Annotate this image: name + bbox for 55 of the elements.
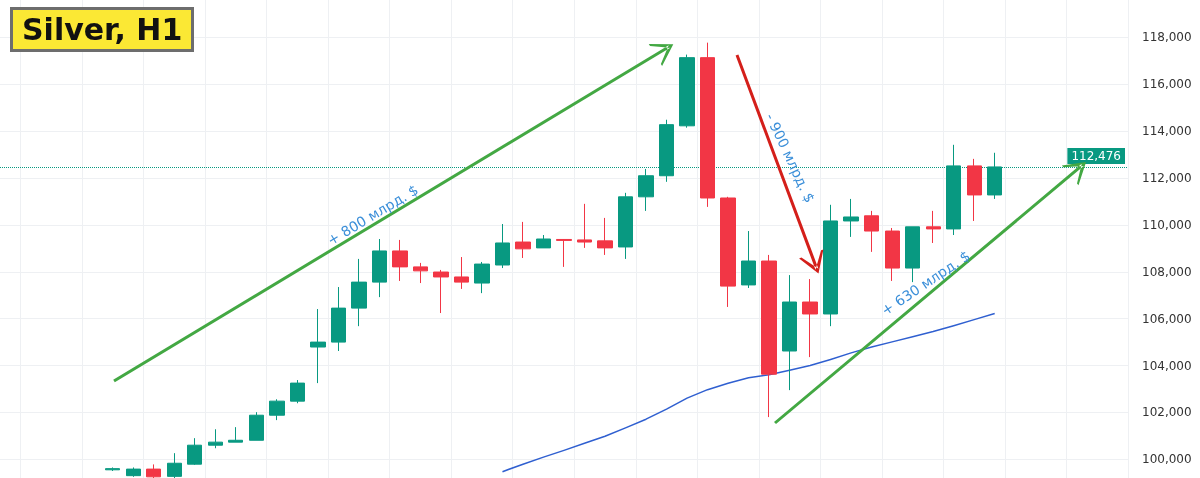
- candlestick: [885, 227, 900, 282]
- candlestick: [556, 238, 572, 268]
- candlestick: [802, 278, 818, 358]
- candlestick: [413, 262, 428, 284]
- y-tick-label: 116,000: [1142, 77, 1192, 92]
- y-tick-label: 104,000: [1142, 358, 1192, 373]
- candlestick: [720, 196, 736, 308]
- candlestick: [105, 466, 120, 472]
- candlestick: [351, 258, 367, 327]
- candlestick: [228, 426, 243, 443]
- candlestick: [372, 238, 387, 298]
- candlestick: [597, 217, 613, 256]
- candlestick: [638, 168, 654, 212]
- candlestick: [126, 466, 141, 478]
- candlestick: [331, 286, 346, 352]
- candlestick: [474, 261, 490, 294]
- candlestick: [843, 198, 859, 238]
- candlestick: [823, 204, 838, 327]
- candlestick: [208, 428, 223, 449]
- y-tick-label: 110,000: [1142, 217, 1192, 232]
- candlestick: [536, 234, 551, 249]
- candlestick: [290, 379, 305, 404]
- candlestick: [146, 463, 161, 478]
- y-tick-label: 112,000: [1142, 171, 1192, 186]
- candlestick: [249, 411, 264, 441]
- y-tick-label: 114,000: [1142, 124, 1192, 139]
- y-tick-label: 100,000: [1142, 452, 1192, 467]
- line-series: [501, 312, 996, 473]
- candlestick: [433, 269, 449, 314]
- candlestick: [454, 256, 469, 290]
- candlestick: [392, 239, 408, 282]
- candlestick: [967, 158, 982, 222]
- candlestick: [679, 54, 695, 129]
- y-tick-label: 118,000: [1142, 30, 1192, 45]
- candlestick: [741, 230, 756, 289]
- y-tick-label: 106,000: [1142, 311, 1192, 326]
- candlestick: [905, 226, 920, 283]
- candlestick: [618, 192, 633, 260]
- candlestick: [577, 203, 592, 249]
- chart-title: Silver, H1: [10, 7, 195, 52]
- y-tick-label: 108,000: [1142, 264, 1192, 279]
- candlestick: [782, 274, 797, 391]
- candlestick: [187, 437, 202, 466]
- candlestick: [310, 308, 326, 384]
- candlestick: [926, 210, 941, 244]
- candlestick: [167, 452, 182, 478]
- ref-line-label: 112,476: [1071, 148, 1121, 163]
- annotation: - 900 млрд. $: [762, 110, 818, 206]
- candlestick: [269, 398, 285, 421]
- candlestick: [515, 221, 531, 259]
- candlestick: [495, 223, 510, 269]
- candlestick: [700, 42, 715, 208]
- candlestick: [761, 254, 777, 418]
- candlestick: [864, 210, 879, 253]
- y-tick-label: 102,000: [1142, 405, 1192, 420]
